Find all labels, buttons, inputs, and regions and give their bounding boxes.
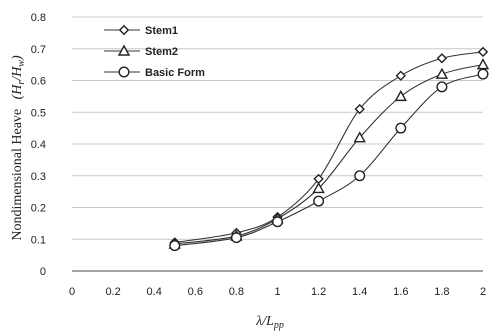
y-axis-label-text: Nondimensional Heave [10,109,25,241]
data-point-circle [313,195,325,207]
y-tick-label: 0 [40,266,46,278]
legend-marker-circle [118,66,130,78]
x-tick-label: 2 [480,286,486,298]
y-axis-label: Nondimensional Heave (Hr/Hw) [10,55,27,241]
series-basic-form [169,68,489,252]
data-point-circle [354,170,366,182]
y-tick-label: 0.4 [31,139,46,151]
legend-label: Basic Form [145,67,205,79]
data-point-triangle [394,89,407,102]
y-tick-label: 0.5 [31,107,46,119]
data-point-diamond [395,70,406,81]
x-tick-label: 0.6 [188,286,203,298]
x-axis-label: λ/Lpp [255,314,284,331]
data-point-circle [477,68,489,80]
data-point-diamond [436,53,448,64]
data-point-circle [272,216,284,228]
y-axis-label-math: (H [10,84,25,100]
y-axis-label-sub2: w [16,60,27,67]
grid-layer [72,16,483,240]
y-axis-label-mid: /H [10,66,25,82]
legend-marker-diamond [118,24,130,36]
y-axis-label-end: ) [10,55,25,61]
x-tick-label: 0 [69,286,75,298]
legend-marker-triangle [117,44,131,56]
x-tick-label: 1.8 [434,286,449,298]
data-point-diamond [354,103,365,115]
data-point-circle [230,232,242,244]
x-axis-label-sub: pp [273,320,284,331]
series-line [174,73,484,247]
x-tick-label: 0.2 [105,286,120,298]
x-axis-label-text: λ/L [255,314,274,329]
y-tick-label: 0.2 [31,203,46,215]
data-point-triangle [312,182,325,194]
y-tick-label: 0.7 [31,44,46,56]
x-tick-label: 1.6 [393,286,408,298]
y-axis-label-sub1: r [16,81,27,85]
series-line [174,51,484,243]
legend: Stem1 Stem2 Basic Form [104,24,205,79]
legend-label: Stem1 [145,25,178,37]
legend-label: Stem2 [145,46,178,58]
x-tick-label: 0.4 [147,286,162,298]
series-line [174,64,484,245]
data-point-diamond [477,46,489,58]
data-point-triangle [353,131,366,143]
data-point-triangle [435,67,449,79]
x-tick-label: 1.4 [352,286,367,298]
x-tick-label: 1 [274,286,280,298]
data-point-circle [169,240,181,252]
series-layer [168,46,490,252]
y-tick-label: 0.3 [31,171,46,183]
y-tick-label: 0.1 [31,234,46,246]
y-tick-label: 0.8 [31,12,46,24]
axis-layer: 0 0.1 0.2 0.3 0.4 0.5 0.6 0.7 0.8 0 0.2 0.4 0.6 0.8 1 1… [31,12,486,298]
x-tick-label: 1.2 [311,286,326,298]
x-tick-label: 0.8 [229,286,244,298]
data-point-triangle [476,58,490,70]
data-point-circle [436,81,448,93]
data-point-circle [395,122,407,134]
y-tick-label: 0.6 [31,76,46,88]
